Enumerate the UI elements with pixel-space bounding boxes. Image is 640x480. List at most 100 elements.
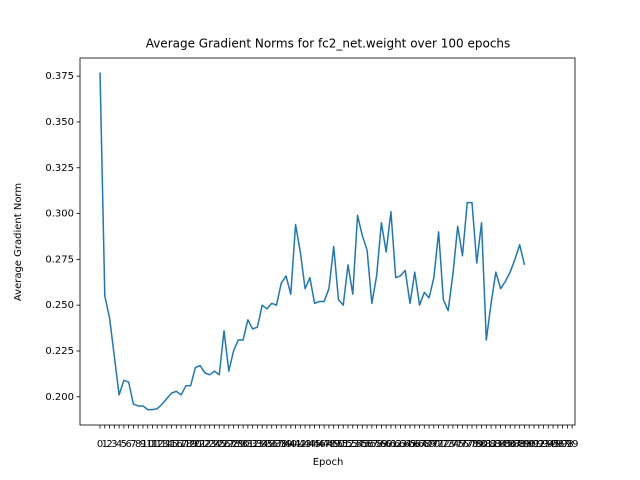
x-tick-label: 99 [566,439,579,450]
x-tick-label: 13 [156,439,169,450]
x-tick-label: 68 [418,439,431,450]
x-tick-label: 38 [275,439,288,450]
x-tick-label: 33 [251,439,264,450]
x-tick-label: 62 [389,439,402,450]
x-tick-label: 93 [537,439,550,450]
x-tick-label: 71 [432,439,445,450]
x-tick-label: 70 [427,439,440,450]
x-tick-label: 20 [189,439,202,450]
x-tick-label: 14 [160,439,173,450]
x-tick-label: 22 [199,439,212,450]
x-tick-label: 49 [327,439,340,450]
x-tick-label: 95 [547,439,560,450]
x-tick-label: 67 [413,439,426,450]
x-tick-label: 74 [447,439,460,450]
x-tick-label: 18 [179,439,192,450]
x-tick-label: 82 [485,439,498,450]
x-tick-label: 86 [504,439,517,450]
x-tick-label: 21 [194,439,207,450]
x-tick-label: 72 [437,439,450,450]
x-tick-label: 37 [270,439,283,450]
x-tick-label: 51 [337,439,350,450]
x-tick-label: 55 [356,439,369,450]
x-tick-label: 16 [170,439,183,450]
x-tick-label: 85 [499,439,512,450]
x-tick-label: 87 [509,439,522,450]
x-tick-label: 81 [480,439,493,450]
x-tick-label: 83 [489,439,502,450]
x-tick-label: 28 [227,439,240,450]
x-tick-label: 10 [141,439,154,450]
data-line [99,72,526,411]
x-tick-label: 98 [561,439,574,450]
x-tick-label: 89 [518,439,531,450]
x-tick-label: 39 [280,439,293,450]
x-tick-label: 59 [375,439,388,450]
x-tick-label: 77 [461,439,474,450]
x-tick-label: 50 [332,439,345,450]
y-tick-label: 0.325 [45,163,74,174]
x-tick-label: 97 [556,439,569,450]
x-tick-label: 36 [265,439,278,450]
x-tick-label: 61 [385,439,398,450]
x-tick-label: 11 [146,439,159,450]
chart-title: Average Gradient Norms for fc2_net.weigh… [146,37,511,51]
x-tick-label: 3 [111,439,117,450]
x-tick-label: 90 [523,439,536,450]
x-tick-label: 30 [237,439,250,450]
x-tick-label: 35 [261,439,274,450]
x-tick-label: 57 [365,439,378,450]
x-tick-label: 60 [380,439,393,450]
x-tick-label: 12 [151,439,164,450]
y-tick-label: 0.350 [45,117,74,128]
x-tick-label: 78 [466,439,479,450]
x-tick-label: 84 [494,439,507,450]
x-tick-label: 56 [361,439,374,450]
x-tick-label: 0 [97,439,103,450]
x-tick-label: 9 [140,439,146,450]
x-tick-label: 43 [299,439,312,450]
x-tick-label: 32 [246,439,259,450]
x-tick-label: 5 [121,439,127,450]
x-tick-label: 2 [106,439,112,450]
x-tick-label: 34 [256,439,269,450]
x-tick-label: 31 [241,439,254,450]
x-tick-label: 15 [165,439,178,450]
x-tick-label: 27 [222,439,235,450]
y-axis-label: Average Gradient Norm [13,183,24,301]
x-tick-label: 4 [116,439,122,450]
x-tick-label: 46 [313,439,326,450]
x-tick-label: 64 [399,439,412,450]
y-tick-label: 0.300 [45,209,74,220]
y-tick-label: 0.200 [45,392,74,403]
y-tick-label: 0.275 [45,254,74,265]
x-tick-label: 63 [394,439,407,450]
x-tick-label: 73 [442,439,455,450]
x-tick-label: 29 [232,439,245,450]
x-tick-label: 88 [513,439,526,450]
x-tick-label: 58 [370,439,383,450]
x-tick-label: 19 [184,439,197,450]
y-tick-label: 0.225 [45,346,74,357]
x-tick-label: 66 [408,439,421,450]
x-tick-label: 92 [532,439,545,450]
x-tick-label: 26 [218,439,231,450]
x-tick-label: 96 [551,439,564,450]
x-tick-label: 48 [323,439,336,450]
x-tick-label: 44 [303,439,316,450]
x-tick-label: 53 [346,439,359,450]
x-tick-label: 25 [213,439,226,450]
x-tick-label: 6 [125,439,131,450]
x-tick-label: 69 [423,439,436,450]
x-tick-label: 94 [542,439,555,450]
x-tick-label: 7 [130,439,136,450]
x-tick-label: 91 [528,439,541,450]
x-tick-label: 17 [175,439,188,450]
x-tick-label: 1 [102,439,108,450]
y-tick-label: 0.375 [45,71,74,82]
y-tick-label: 0.250 [45,300,74,311]
x-tick-label: 40 [284,439,297,450]
x-tick-label: 23 [203,439,216,450]
